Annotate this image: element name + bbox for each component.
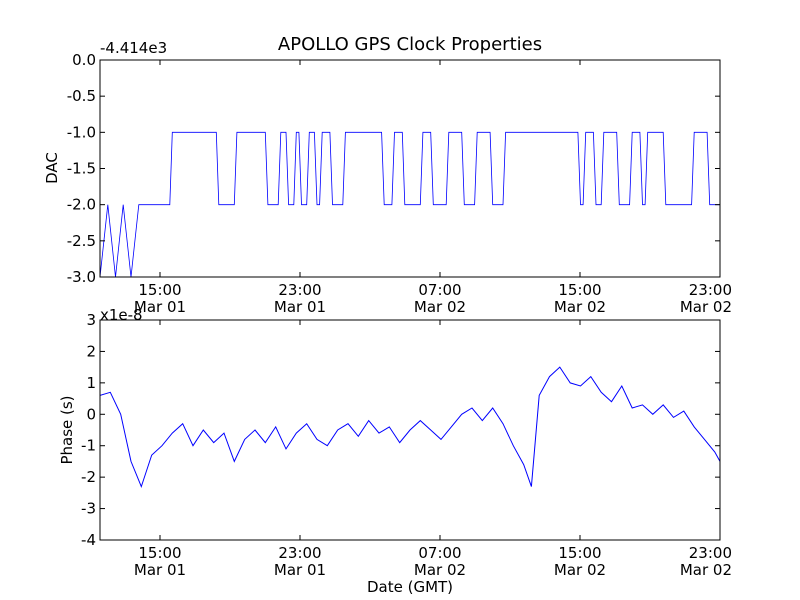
phase-x-tick-date-label: Mar 02: [554, 561, 606, 579]
phase-plot-frame: [99, 319, 721, 541]
dac-series-line: [100, 131, 720, 277]
phase-x-tick-date-label: Mar 01: [274, 561, 326, 579]
phase-y-tick-label: 3: [86, 311, 96, 329]
dac-x-tick-date-label: Mar 01: [134, 298, 186, 316]
dac-x-tick-time-label: 15:00: [558, 281, 601, 299]
phase-y-tick-label: 2: [86, 342, 96, 360]
phase-y-tick-label: -1: [81, 437, 96, 455]
phase-y-tick-label: 1: [86, 374, 96, 392]
phase-x-tick-time-label: 23:00: [278, 544, 321, 562]
phase-x-tick-date-label: Mar 01: [134, 561, 186, 579]
dac-x-tick-time-label: 07:00: [418, 281, 461, 299]
dac-plot: -4.414e3 DAC 0.0 -0.5 -1.0 -1.5 -2.0 -2.5 -3.0…: [43, 39, 732, 316]
phase-x-tick-time-label: 23:00: [689, 544, 732, 562]
phase-y-tick-label: -3: [81, 500, 96, 518]
dac-x-tick-date-label: Mar 02: [680, 298, 732, 316]
dac-y-tick-label: -3.0: [67, 268, 96, 286]
phase-y-axis-label: Phase (s): [58, 395, 76, 464]
phase-plot: x1e-8 Phase (s) Date (GMT) 3 2 1 0 -1 -2 -3 -4 1…: [58, 306, 732, 596]
phase-x-tick-time-label: 07:00: [418, 544, 461, 562]
phase-y-tick-label: 0: [86, 405, 96, 423]
dac-y-tick-label: 0.0: [72, 51, 96, 69]
phase-x-tick-date-label: Mar 02: [680, 561, 732, 579]
phase-x-tick-time-label: 15:00: [558, 544, 601, 562]
dac-y-tick-label: -1.5: [67, 160, 96, 178]
phase-y-tick-label: -2: [81, 468, 96, 486]
dac-offset-text: -4.414e3: [100, 39, 167, 57]
chart-title: APOLLO GPS Clock Properties: [278, 34, 542, 55]
dac-y-tick-label: -2.5: [67, 232, 96, 250]
dac-x-tick-date-label: Mar 02: [414, 298, 466, 316]
phase-offset-text: x1e-8: [100, 306, 143, 324]
dac-x-tick-time-label: 15:00: [138, 281, 181, 299]
x-axis-label: Date (GMT): [367, 578, 453, 596]
phase-x-tick-time-label: 15:00: [138, 544, 181, 562]
phase-series-line: [100, 366, 720, 489]
dac-y-axis-label: DAC: [43, 152, 61, 184]
phase-x-tick-date-label: Mar 02: [414, 561, 466, 579]
dac-x-tick-time-label: 23:00: [278, 281, 321, 299]
dac-x-tick-date-label: Mar 01: [274, 298, 326, 316]
dac-y-tick-label: -0.5: [67, 87, 96, 105]
dac-y-tick-label: -2.0: [67, 196, 96, 214]
dac-y-tick-label: -1.0: [67, 123, 96, 141]
dac-x-tick-time-label: 23:00: [689, 281, 732, 299]
dac-x-tick-date-label: Mar 02: [554, 298, 606, 316]
phase-y-tick-label: -4: [81, 531, 96, 549]
